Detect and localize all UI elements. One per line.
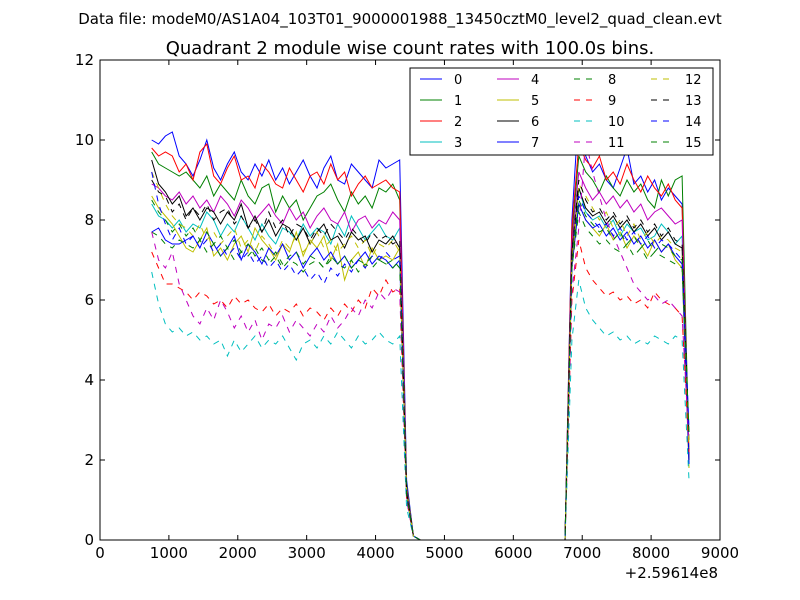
legend-label-11: 11: [608, 136, 625, 151]
x-offset-label: +2.59614e8: [625, 564, 718, 582]
x-tick-label: 7000: [563, 544, 601, 562]
x-tick-label: 2000: [219, 544, 257, 562]
x-tick-label: 0: [95, 544, 105, 562]
chart-title: Quadrant 2 module wise count rates with …: [166, 38, 655, 59]
series-line-1: [151, 151, 690, 541]
legend-label-7: 7: [531, 136, 539, 151]
legend-label-14: 14: [685, 115, 702, 130]
y-tick-label: 12: [75, 51, 94, 69]
y-tick-label: 10: [75, 131, 94, 149]
x-tick-label: 1000: [150, 544, 188, 562]
series-line-15: [151, 198, 690, 541]
legend-label-2: 2: [454, 115, 462, 130]
chart-suptitle: Data file: modeM0/AS1A04_103T01_90000019…: [78, 10, 722, 29]
y-tick-label: 6: [84, 291, 94, 309]
x-tick-label: 9000: [701, 544, 739, 562]
x-tick-label: 5000: [425, 544, 463, 562]
y-tick-label: 0: [84, 531, 94, 549]
legend-label-5: 5: [531, 94, 539, 109]
series-line-13: [151, 179, 690, 541]
legend-label-6: 6: [531, 115, 539, 130]
series-line-10: [151, 271, 690, 541]
plot-frame: [99, 59, 721, 541]
axis-ticks: 0 1000 2000 3000 4000 5000 6000 7000 8000 9000 0 2 4…: [75, 51, 739, 562]
x-tick-label: 3000: [288, 544, 326, 562]
y-tick-label: 2: [84, 451, 94, 469]
legend-box: [409, 67, 714, 156]
legend-label-8: 8: [608, 73, 616, 88]
series-line-2: [151, 142, 690, 541]
legend-label-10: 10: [608, 115, 625, 130]
y-tick-label: 4: [84, 371, 94, 389]
legend-label-15: 15: [685, 136, 702, 151]
series-line-8: [151, 210, 690, 541]
x-tick-label: 6000: [494, 544, 532, 562]
series-line-14: [151, 171, 690, 541]
x-tick-label: 8000: [632, 544, 670, 562]
legend-label-13: 13: [685, 94, 702, 109]
series-line-0: [151, 107, 690, 541]
y-tick-label: 8: [84, 211, 94, 229]
legend-label-12: 12: [685, 73, 702, 88]
series-line-12: [151, 171, 690, 541]
legend-label-1: 1: [454, 94, 462, 109]
legend-label-9: 9: [608, 94, 616, 109]
series-layer: [151, 107, 690, 541]
legend-label-4: 4: [531, 73, 539, 88]
legend-label-0: 0: [454, 73, 462, 88]
x-tick-label: 4000: [356, 544, 394, 562]
series-line-11: [151, 139, 690, 541]
legend-label-3: 3: [454, 136, 462, 151]
series-line-6: [151, 159, 690, 541]
series-line-3: [151, 187, 690, 541]
